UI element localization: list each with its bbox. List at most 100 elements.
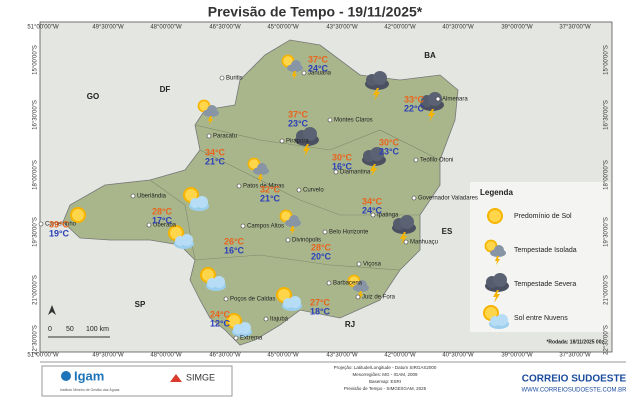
lon-label: 45°00'00"W	[267, 25, 299, 31]
city-marker	[411, 195, 417, 201]
state-label: RJ	[345, 320, 355, 329]
city-label: Uberaba	[153, 223, 177, 229]
lon-label: 51°00'00"W	[27, 353, 59, 359]
city-label: Viçosa	[363, 262, 382, 268]
city-marker	[322, 229, 328, 235]
lat-label: 15°00'00"S	[33, 45, 39, 75]
city-marker	[355, 294, 361, 300]
lat-label: 19°30'00"S	[604, 217, 610, 247]
lon-label: 39°00'00"W	[501, 353, 533, 359]
city-label: Buritis	[226, 76, 243, 82]
city-label: Carneirinho	[45, 222, 77, 228]
temp-max: 24°C	[210, 309, 231, 319]
lon-label: 37°30'00"W	[559, 25, 591, 31]
site: WWW.CORREIOSUDOESTE.COM.BR	[522, 388, 628, 394]
city-label: Governador Valadares	[418, 196, 478, 202]
city-label: Pirapora	[286, 139, 309, 145]
credit-line: Previsão de Tempo - SIMGE/IGAM, 2025	[344, 386, 427, 391]
temp-min: 20°C	[311, 251, 332, 261]
state-label: DF	[160, 85, 171, 94]
city-marker	[413, 157, 419, 163]
temp-min: 19°C	[49, 228, 70, 238]
legend-item: Predomínio de Sol	[514, 213, 572, 220]
city-label: Divinópolis	[292, 238, 321, 244]
city-marker	[285, 237, 291, 243]
igam-sub: Instituto Mineiro de Gestão das Águas	[60, 388, 120, 392]
legend-icon	[487, 208, 503, 224]
temp-min: 22°C	[404, 103, 425, 113]
lon-label: 49°30'00"W	[92, 25, 124, 31]
city-marker	[236, 183, 242, 189]
city-marker	[370, 212, 376, 218]
lon-label: 48°00'00"W	[150, 353, 182, 359]
city-label: Diamantina	[340, 170, 371, 176]
lat-label: 19°30'00"S	[33, 217, 39, 247]
city-marker	[233, 335, 239, 341]
legend-item: Tempestade Isolada	[514, 247, 577, 254]
scale-label: 50	[66, 326, 74, 333]
city-marker	[206, 133, 212, 139]
temp-min: 23°C	[379, 146, 400, 156]
temp-min: 12°C	[210, 318, 231, 328]
state-label: ES	[442, 227, 453, 236]
igam-name: Igam	[74, 368, 104, 383]
temp-max: 30°C	[379, 137, 400, 147]
city-marker	[263, 316, 269, 322]
city-marker	[130, 193, 136, 199]
state-label: GO	[87, 92, 99, 101]
simge-logo	[170, 374, 182, 382]
temp-min: 24°C	[362, 205, 383, 215]
igam-logo	[61, 371, 71, 381]
temp-min: 24°C	[308, 63, 329, 73]
temp-min: 21°C	[260, 193, 281, 203]
lat-label: 18°00'00"S	[33, 160, 39, 190]
legend-item: Tempestade Severa	[514, 281, 576, 288]
city-marker	[223, 296, 229, 302]
lat-label: 16°30'00"S	[604, 100, 610, 130]
city-marker	[279, 138, 285, 144]
lon-label: 48°00'00"W	[150, 25, 182, 31]
lon-label: 46°30'00"W	[209, 353, 241, 359]
city-marker	[240, 223, 246, 229]
city-marker	[219, 75, 225, 81]
credit-line: Projeção: Latitude/Longitude - Datum SIR…	[334, 365, 437, 370]
lon-label: 43°30'00"W	[326, 25, 358, 31]
run-note: *Rodada: 18/11/2025 00z	[546, 339, 604, 345]
city-marker	[356, 261, 362, 267]
city-label: Extrema	[240, 336, 263, 342]
temp-max: 30°C	[332, 152, 353, 162]
lat-label: 21°00'00"S	[33, 275, 39, 305]
temp-max: 32°C	[260, 184, 281, 194]
city-marker	[38, 221, 44, 227]
city-marker	[296, 187, 302, 193]
lon-label: 42°00'00"W	[384, 25, 416, 31]
state-label: BA	[424, 51, 436, 60]
state-label: SP	[135, 300, 146, 309]
city-label: Manhuaçu	[410, 240, 438, 246]
lon-label: 43°30'00"W	[326, 353, 358, 359]
scale-label: 0	[48, 326, 52, 333]
lon-label: 40°30'00"W	[442, 25, 474, 31]
lat-label: 22°30'00"S	[33, 325, 39, 355]
temp-max: 37°C	[308, 54, 329, 64]
lat-label: 15°00'00"S	[604, 45, 610, 75]
brand: CORREIO SUDOESTE	[522, 374, 627, 385]
temp-min: 21°C	[205, 156, 226, 166]
north-arrow	[48, 305, 56, 315]
city-marker	[301, 70, 307, 76]
simge-name: SIMGE	[186, 372, 215, 382]
temp-max: 39°C	[49, 219, 70, 229]
temp-min: 16°C	[332, 161, 353, 171]
temp-min: 17°C	[152, 215, 173, 225]
city-label: Itajubá	[270, 317, 289, 323]
city-label: Barbacena	[333, 281, 363, 287]
temp-min: 18°C	[310, 306, 331, 316]
lon-label: 40°30'00"W	[442, 353, 474, 359]
city-label: Patos de Minas	[243, 184, 284, 190]
temp-min: 16°C	[224, 245, 245, 255]
city-label: Teófilo Otoni	[420, 158, 453, 164]
city-label: Poços de Caldas	[230, 297, 275, 303]
logo-box	[41, 365, 233, 397]
temp-max: 28°C	[152, 206, 173, 216]
